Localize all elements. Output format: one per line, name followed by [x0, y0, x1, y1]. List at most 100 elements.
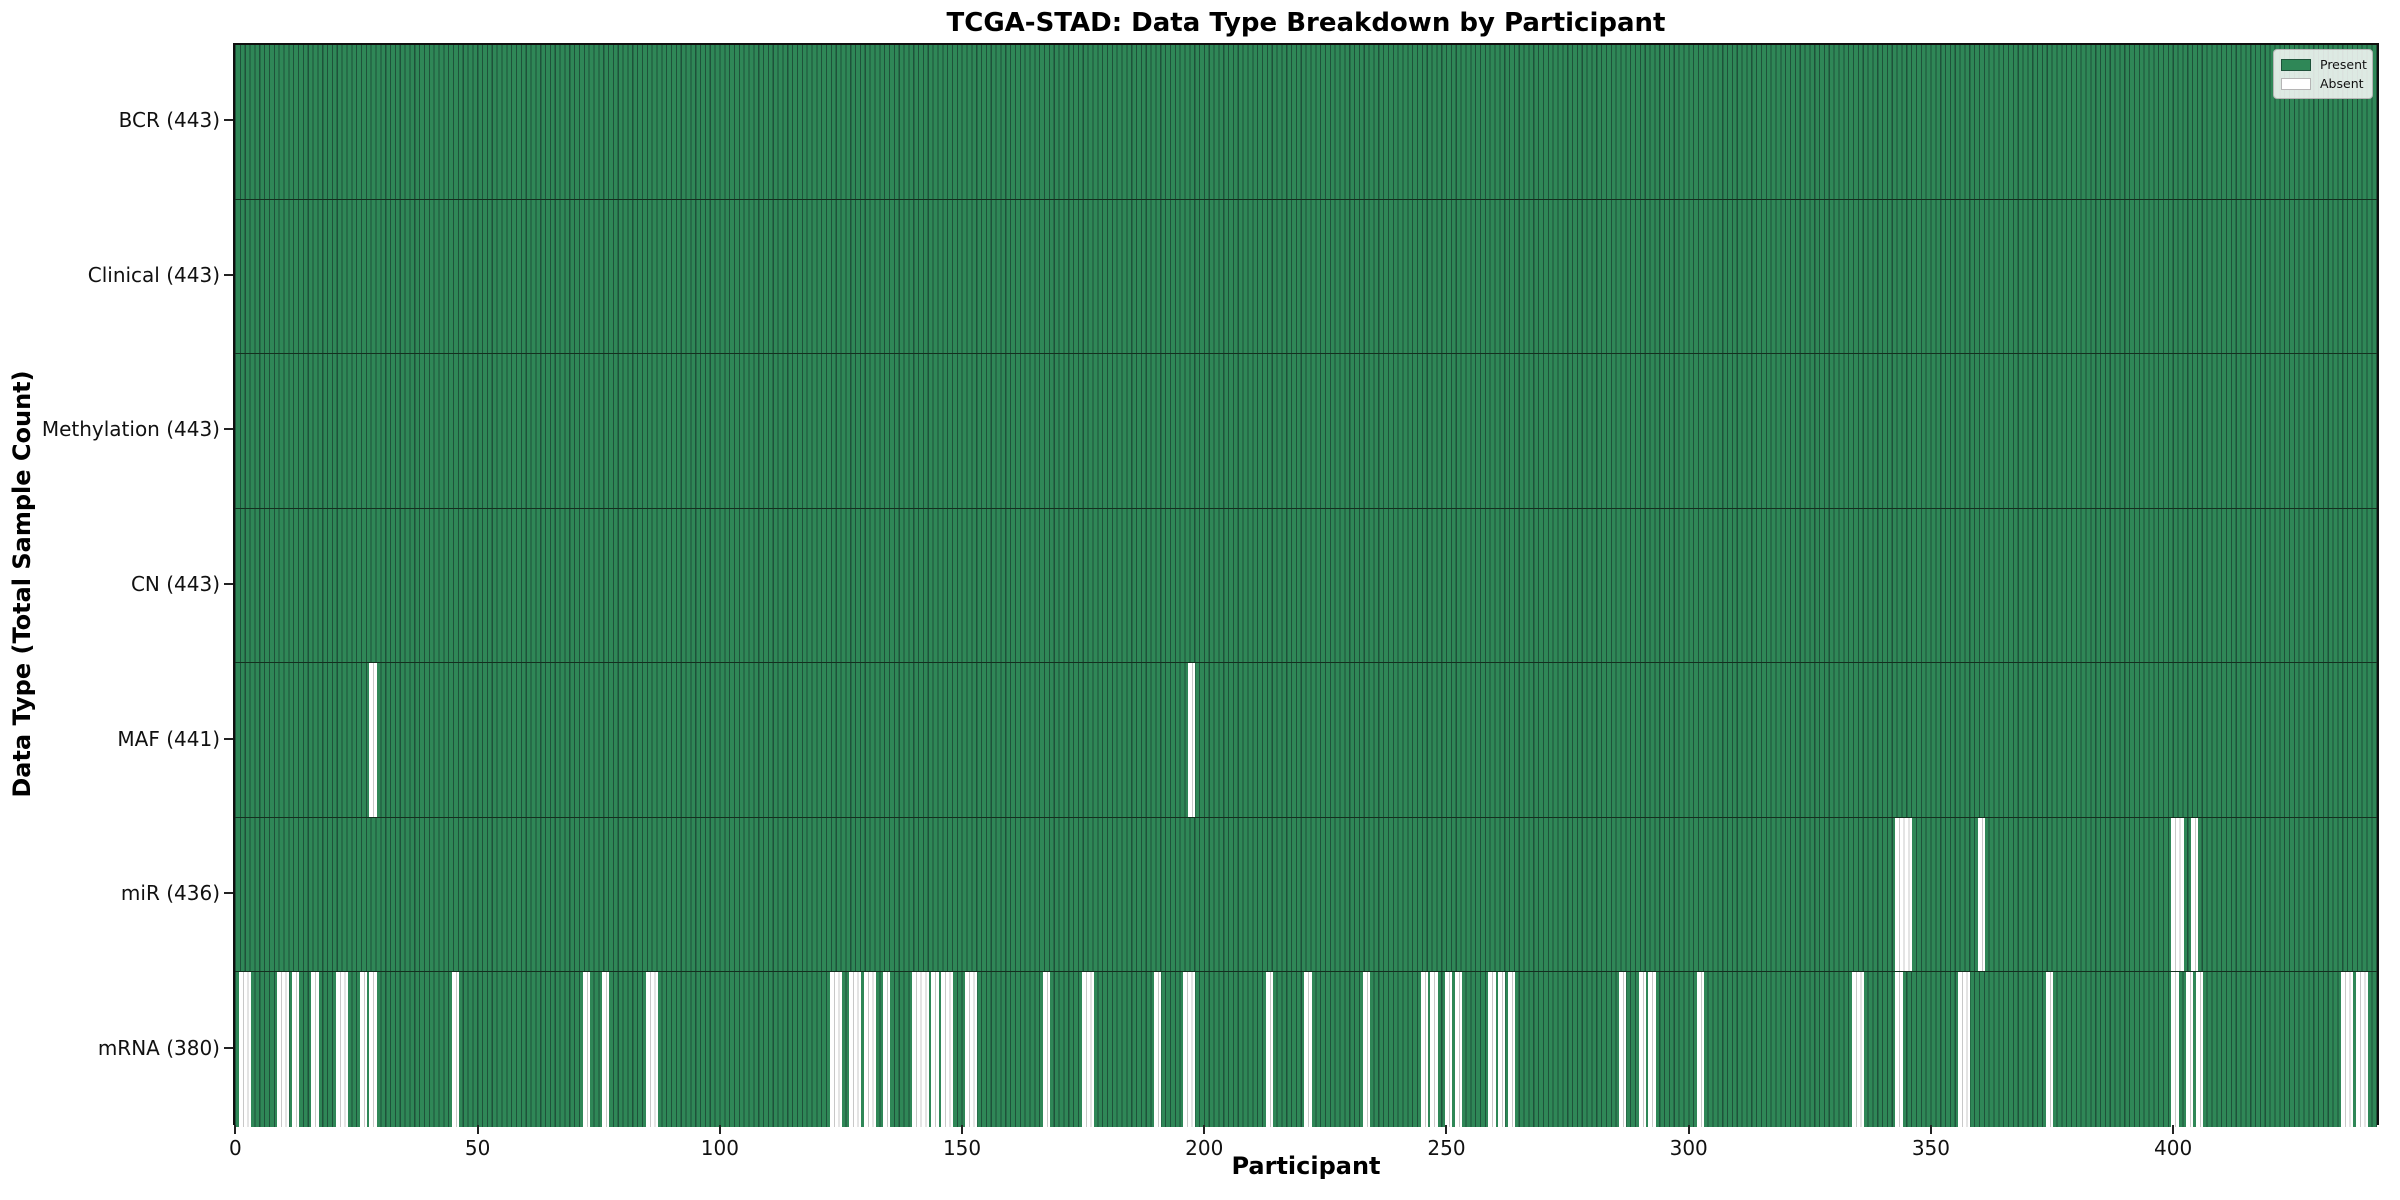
absent-gap [1081, 972, 1094, 1127]
absent-gap [2190, 817, 2199, 972]
x-tick-mark [1203, 1125, 1206, 1134]
legend-entry-absent: Absent [2281, 74, 2365, 93]
y-tick-label-MAF: MAF (441) [117, 726, 220, 751]
present-swatch-icon [2281, 58, 2311, 71]
absent-gap [882, 972, 891, 1127]
absent-swatch-icon [2281, 77, 2311, 90]
absent-gap [829, 972, 842, 1127]
absent-gap [1619, 972, 1627, 1127]
x-tick-mark [1687, 1125, 1690, 1134]
absent-gap [1420, 972, 1428, 1127]
legend-label-present: Present [2320, 56, 2367, 72]
absent-gap [1895, 972, 1903, 1127]
absent-gap [335, 972, 348, 1127]
legend-label-absent: Absent [2320, 75, 2364, 91]
absent-gap [277, 972, 290, 1127]
y-tick-label-BCR: BCR (443) [118, 108, 220, 133]
absent-gap [1638, 972, 1646, 1127]
absent-gap [2171, 972, 2179, 1127]
absent-gap [291, 972, 300, 1127]
row-BCR [235, 45, 2377, 200]
absent-gap [1648, 972, 1656, 1127]
x-tick-label-100: 100 [700, 1136, 739, 1160]
absent-gap [238, 972, 251, 1127]
x-tick-mark [718, 1125, 721, 1134]
absent-gap [1430, 972, 1438, 1127]
absent-gap [2186, 972, 2194, 1127]
absent-gap [2341, 972, 2354, 1127]
y-tick-mark [224, 273, 233, 276]
absent-gap [369, 663, 377, 817]
row-miR [235, 817, 2377, 973]
absent-gap [451, 972, 460, 1127]
x-tick-mark [2172, 1125, 2175, 1134]
row-CN [235, 508, 2377, 664]
row-mRNA [235, 972, 2377, 1127]
x-tick-mark [1445, 1125, 1448, 1134]
row-Methylation [235, 354, 2377, 509]
x-tick-label-250: 250 [1427, 1136, 1466, 1160]
absent-gap [1454, 972, 1462, 1127]
absent-gap [1042, 972, 1051, 1127]
absent-gap [1304, 972, 1312, 1127]
y-tick-mark [224, 428, 233, 431]
x-tick-mark [961, 1125, 964, 1134]
row-Clinical [235, 199, 2377, 355]
y-axis-label: Data Type (Total Sample Count) [8, 370, 36, 798]
y-tick-label-Clinical: Clinical (443) [87, 262, 220, 287]
x-tick-label-150: 150 [942, 1136, 982, 1160]
x-tick-label-400: 400 [2154, 1136, 2193, 1160]
absent-gap [1851, 972, 1864, 1127]
absent-gap [849, 972, 862, 1127]
absent-gap [2195, 972, 2203, 1127]
absent-gap [311, 972, 319, 1127]
y-tick-label-mRNA: mRNA (380) [97, 1035, 220, 1060]
absent-gap [1183, 972, 1196, 1127]
absent-gap [2171, 817, 2184, 972]
x-axis-label: Participant [1231, 1152, 1381, 1180]
absent-gap [863, 972, 876, 1127]
x-tick-label-350: 350 [1911, 1136, 1950, 1160]
x-tick-mark [234, 1125, 237, 1134]
absent-gap [2045, 972, 2053, 1127]
absent-gap [1362, 972, 1370, 1127]
row-MAF [235, 663, 2377, 818]
absent-gap [1895, 817, 1913, 972]
absent-gap [2355, 972, 2368, 1127]
absent-gap [941, 972, 954, 1127]
absent-gap [931, 972, 939, 1127]
x-tick-label-0: 0 [229, 1136, 242, 1160]
absent-gap [1188, 663, 1196, 817]
absent-gap [582, 972, 590, 1127]
absent-gap [645, 972, 658, 1127]
absent-gap [1977, 817, 1985, 972]
absent-gap [1696, 972, 1704, 1127]
y-tick-mark [224, 583, 233, 585]
absent-gap [1498, 972, 1506, 1127]
chart-title: TCGA-STAD: Data Type Breakdown by Partic… [946, 8, 1666, 38]
y-tick-label-CN: CN (443) [130, 572, 220, 596]
x-tick-label-200: 200 [1185, 1136, 1224, 1160]
legend: Present Absent [2273, 49, 2373, 99]
plot-area: Present Absent [233, 43, 2379, 1127]
x-tick-mark [476, 1125, 479, 1134]
absent-gap [1507, 972, 1516, 1127]
y-tick-label-Methylation: Methylation (443) [41, 417, 220, 442]
legend-entry-present: Present [2281, 55, 2367, 74]
absent-gap [965, 972, 978, 1127]
absent-gap [1154, 972, 1162, 1127]
presence-rows [235, 45, 2377, 1127]
y-tick-mark [224, 737, 233, 740]
y-tick-mark [224, 1046, 233, 1049]
x-tick-label-300: 300 [1669, 1136, 1708, 1160]
y-tick-mark [224, 892, 233, 895]
y-tick-mark [224, 119, 233, 122]
absent-gap [1958, 972, 1971, 1127]
x-tick-label-50: 50 [464, 1136, 491, 1160]
absent-gap [1265, 972, 1273, 1127]
absent-gap [1488, 972, 1496, 1127]
x-tick-mark [1929, 1125, 1932, 1134]
absent-gap [359, 972, 367, 1127]
absent-gap [911, 972, 929, 1127]
